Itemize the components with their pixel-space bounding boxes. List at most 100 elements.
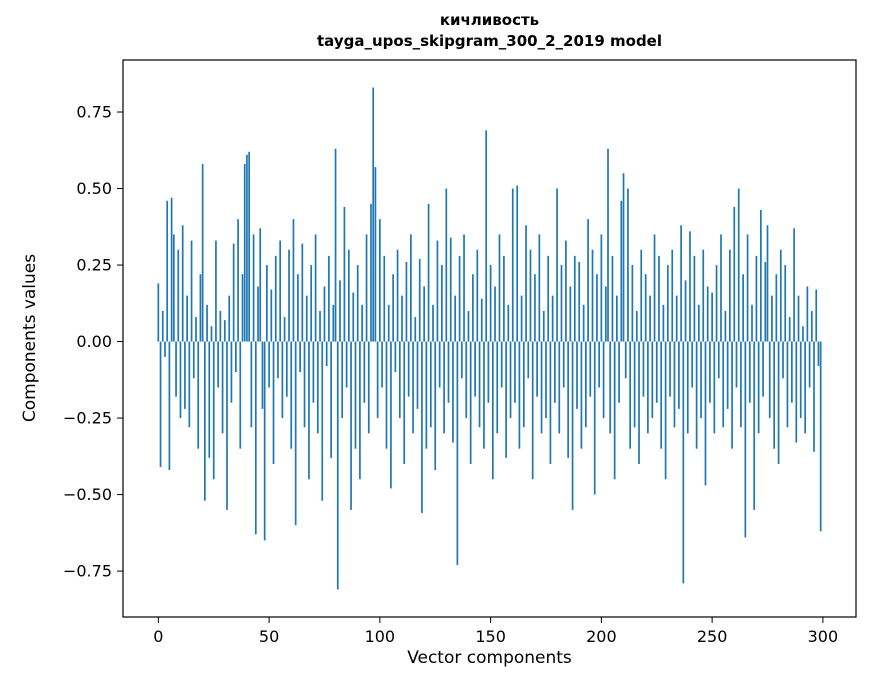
bar [199, 274, 202, 342]
bar [398, 341, 401, 419]
bar [263, 341, 266, 541]
bar [613, 341, 616, 480]
bar [310, 265, 313, 342]
bar [757, 341, 760, 434]
x-tick-label: 50 [259, 627, 279, 646]
bar [325, 341, 328, 367]
bar [554, 341, 556, 403]
bar [571, 341, 574, 510]
y-tick-label: 0.50 [76, 179, 112, 198]
bar [443, 341, 445, 434]
bar [545, 341, 547, 419]
bar [748, 341, 751, 403]
bar [363, 341, 366, 403]
bar [715, 265, 718, 342]
y-tick-label: −0.75 [63, 562, 112, 581]
bar [511, 188, 514, 342]
bar [480, 298, 483, 342]
bar [775, 274, 778, 342]
bar [686, 341, 689, 434]
bar [489, 265, 492, 342]
bar [334, 148, 337, 342]
bar [330, 341, 332, 458]
bar [633, 341, 636, 428]
bar [675, 295, 678, 342]
bar [527, 341, 530, 379]
bar [478, 341, 481, 428]
bar [810, 310, 813, 342]
bar [582, 304, 585, 342]
bar [531, 341, 534, 480]
bar [367, 341, 370, 434]
bar [503, 255, 505, 342]
bar [410, 234, 412, 342]
bar [463, 234, 465, 342]
bar [272, 341, 275, 464]
bar [618, 341, 620, 403]
bar [560, 265, 563, 342]
bar [742, 274, 744, 342]
bar [252, 234, 255, 342]
bar [729, 249, 731, 342]
bar [383, 255, 386, 342]
bar [631, 265, 634, 342]
bar [622, 173, 625, 342]
bar [806, 286, 809, 342]
bar [585, 341, 587, 428]
bar [414, 317, 417, 342]
y-tick-label: 0.75 [76, 103, 112, 122]
bar [458, 255, 461, 342]
bar [720, 234, 722, 342]
bar [241, 274, 244, 342]
bar [569, 286, 572, 342]
bar [449, 237, 452, 342]
bar [396, 249, 399, 342]
bar [268, 341, 270, 388]
bar [651, 341, 654, 419]
bar [753, 341, 756, 510]
bar [604, 286, 607, 342]
bar [737, 188, 740, 342]
bar [239, 341, 242, 449]
bar [602, 341, 605, 419]
bar [496, 341, 499, 434]
bar [660, 341, 663, 449]
bar [784, 265, 787, 342]
bar [735, 341, 738, 388]
bar [777, 341, 780, 464]
bar [474, 341, 476, 397]
bar [813, 341, 815, 452]
bar [514, 341, 516, 403]
bar [549, 341, 552, 464]
y-tick-label: 0.00 [76, 332, 112, 351]
bar [279, 240, 282, 342]
bar [700, 341, 702, 419]
bar [434, 341, 437, 471]
bar [520, 295, 523, 342]
bar [755, 255, 758, 342]
bar [166, 200, 169, 342]
bar [248, 151, 250, 342]
x-axis-label: Vector components [407, 648, 572, 668]
bar [567, 341, 569, 458]
bar [230, 341, 233, 403]
chart-title: кичливость tayga_upos_skipgram_300_2_201… [123, 10, 856, 52]
bar [445, 188, 448, 342]
bar [487, 341, 490, 403]
bar [381, 341, 383, 388]
bar [815, 289, 818, 342]
bar [540, 341, 543, 434]
bar [536, 341, 538, 397]
bar [321, 341, 324, 501]
bar [447, 341, 450, 403]
bar [243, 164, 246, 342]
bar [702, 249, 705, 342]
bar [359, 341, 361, 480]
chart-title-word: кичливость [439, 11, 540, 29]
bar [542, 310, 545, 342]
bar [538, 234, 541, 342]
bar [394, 341, 397, 373]
bar [274, 255, 277, 342]
bar [467, 310, 470, 342]
